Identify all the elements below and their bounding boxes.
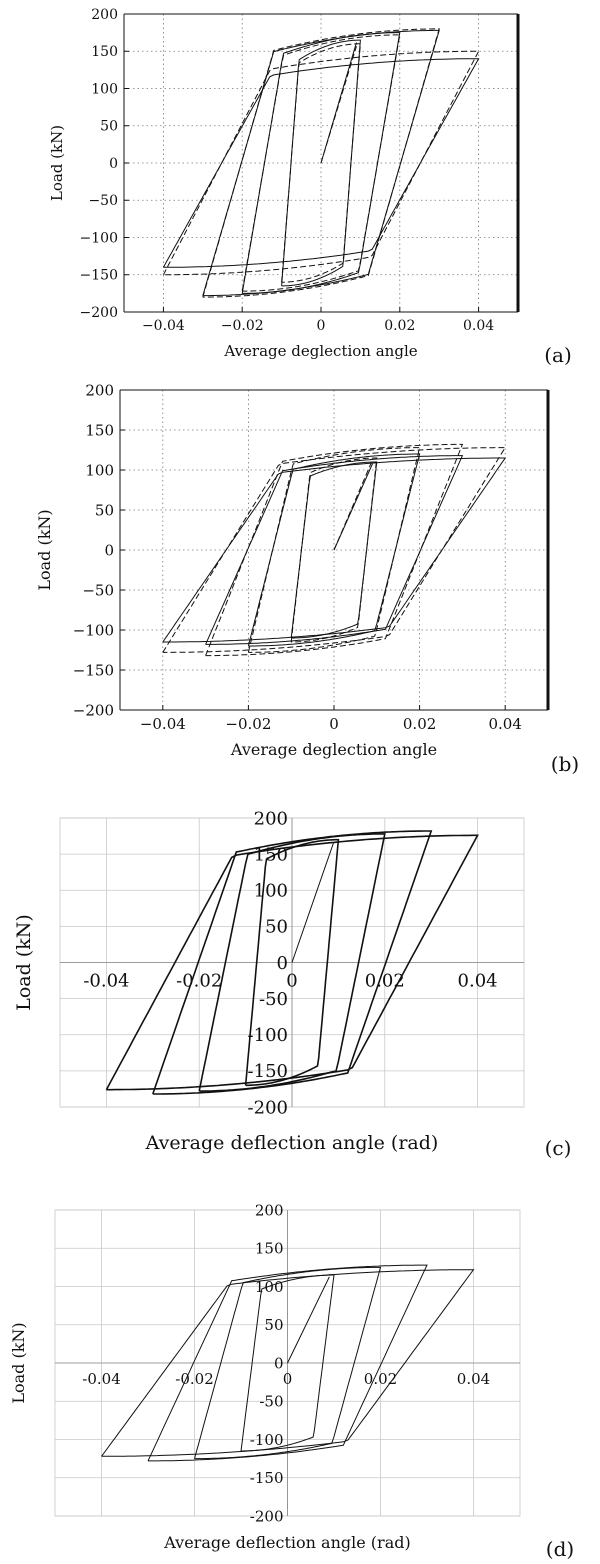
x-tick-label: 0 <box>329 715 339 733</box>
chart-panel-2: -0.04 -0.02 0 0.02 0.04-200-150-100-50050100… <box>13 808 571 1160</box>
x-tick-label: 0.04 <box>488 715 521 733</box>
chart-panel-1: −0.04 −0.02 0 0.02 0.04 −200 −150 −100 −50 0 50 100… <box>35 381 579 776</box>
y-tick-label: 200 <box>91 7 118 23</box>
y-axis-label: Load (kN) <box>35 509 54 590</box>
x-tick-label: 0.04 <box>457 1370 490 1388</box>
y-tick-label: 100 <box>91 81 118 97</box>
x-tick-label: 0 <box>283 1370 293 1388</box>
y-tick-label: −50 <box>88 193 118 209</box>
series-1-loop-1 <box>247 447 421 653</box>
x-tick-label: 0.04 <box>463 318 494 334</box>
y-tick-label: −100 <box>73 621 114 639</box>
y-tick-label: 200 <box>254 808 288 829</box>
x-axis-label: Average deglection angle <box>230 740 437 759</box>
y-tick-label: 50 <box>264 1316 283 1334</box>
y-tick-label: 0 <box>109 156 118 172</box>
x-axis-label: Average deflection angle (rad) <box>163 1533 410 1552</box>
x-tick-label: −0.04 <box>140 715 186 733</box>
series-0-loop-2 <box>152 830 433 1095</box>
series-1-loop-2 <box>202 28 440 298</box>
x-tick-label: -0.04 <box>82 1370 120 1388</box>
y-tick-label: -50 <box>259 1393 283 1411</box>
chart-panel-0: −0.04 −0.02 0 0.02 0.04 −200 −150 −100 −50 0 50 100… <box>48 7 572 367</box>
series-0-loop-3 <box>162 58 480 268</box>
panel-label: (b) <box>551 752 579 776</box>
x-tick-label: 0 <box>317 318 326 334</box>
x-tick-label: 0 <box>286 971 297 992</box>
y-tick-label: -200 <box>248 1097 288 1118</box>
y-tick-label: −200 <box>73 701 114 719</box>
x-tick-label: -0.02 <box>175 1370 213 1388</box>
y-tick-label: -150 <box>248 1061 288 1082</box>
x-axis-label: Average deglection angle <box>223 342 417 360</box>
series-0-loop-0 <box>244 838 340 1087</box>
x-tick-label: 0.02 <box>365 971 405 992</box>
y-tick-label: 100 <box>85 461 114 479</box>
x-tick-label: -0.02 <box>176 971 222 992</box>
y-tick-label: -100 <box>250 1431 284 1449</box>
y-tick-label: -50 <box>259 989 288 1010</box>
x-tick-label: −0.02 <box>221 318 264 334</box>
y-tick-label: −50 <box>82 581 114 599</box>
y-tick-label: 0 <box>274 1354 284 1372</box>
x-tick-label: −0.02 <box>225 715 271 733</box>
panel-label: (c) <box>545 1136 572 1160</box>
x-tick-label: 0.04 <box>458 971 498 992</box>
y-axis-label: Load (kN) <box>13 914 35 1011</box>
y-tick-label: -100 <box>248 1025 288 1046</box>
y-tick-label: 200 <box>255 1201 284 1219</box>
series-0-loop-1 <box>194 1266 382 1460</box>
y-tick-label: −150 <box>73 661 114 679</box>
chart-panel-3: -0.04 -0.02 0 0.02 0.04-200-150-100-50050100… <box>9 1201 574 1561</box>
y-tick-label: 150 <box>255 1240 284 1258</box>
y-tick-label: 150 <box>85 421 114 439</box>
y-tick-label: -200 <box>250 1507 284 1525</box>
y-tick-label: −200 <box>80 305 118 321</box>
series-1-loop-0 <box>290 457 378 643</box>
x-tick-label: 0.02 <box>384 318 415 334</box>
series-1-loop-3 <box>162 447 507 653</box>
y-tick-label: 50 <box>100 119 118 135</box>
x-tick-label: 0.02 <box>403 715 436 733</box>
y-tick-label: 150 <box>91 44 118 60</box>
series-0-loop-1 <box>247 453 421 647</box>
panel-label: (d) <box>546 1537 574 1561</box>
y-tick-label: −100 <box>80 230 118 246</box>
x-tick-label: -0.04 <box>83 971 129 992</box>
series-1-loop-2 <box>205 443 464 657</box>
series-0-initial-load <box>333 463 373 551</box>
series-0-loop-3 <box>105 834 479 1091</box>
series-0-loop-3 <box>101 1269 475 1457</box>
x-tick-label: 0.02 <box>364 1370 397 1388</box>
series-0-loop-0 <box>290 461 378 639</box>
series-0-initial-load <box>287 1276 330 1364</box>
series-1-initial-load <box>333 459 373 551</box>
y-tick-label: −150 <box>80 268 118 284</box>
y-tick-label: -150 <box>250 1469 284 1487</box>
panel-label: (a) <box>544 343 572 367</box>
series-0-loop-0 <box>281 39 361 287</box>
series-1-loop-3 <box>162 50 480 276</box>
y-tick-label: 0 <box>104 541 114 559</box>
x-tick-label: −0.04 <box>142 318 185 334</box>
y-tick-label: 200 <box>85 381 114 399</box>
series-0-loop-2 <box>147 1264 428 1462</box>
x-axis-label: Average deflection angle (rad) <box>145 1132 439 1154</box>
y-axis-label: Load (kN) <box>9 1322 28 1403</box>
series-0-initial-load <box>291 841 335 963</box>
y-axis-label: Load (kN) <box>48 125 66 201</box>
y-tick-label: 0 <box>277 953 288 974</box>
series-1-loop-0 <box>281 43 361 283</box>
y-tick-label: 100 <box>254 881 288 902</box>
y-tick-label: 50 <box>95 501 114 519</box>
y-tick-label: 50 <box>265 917 288 938</box>
series-1-initial-load <box>320 46 357 164</box>
